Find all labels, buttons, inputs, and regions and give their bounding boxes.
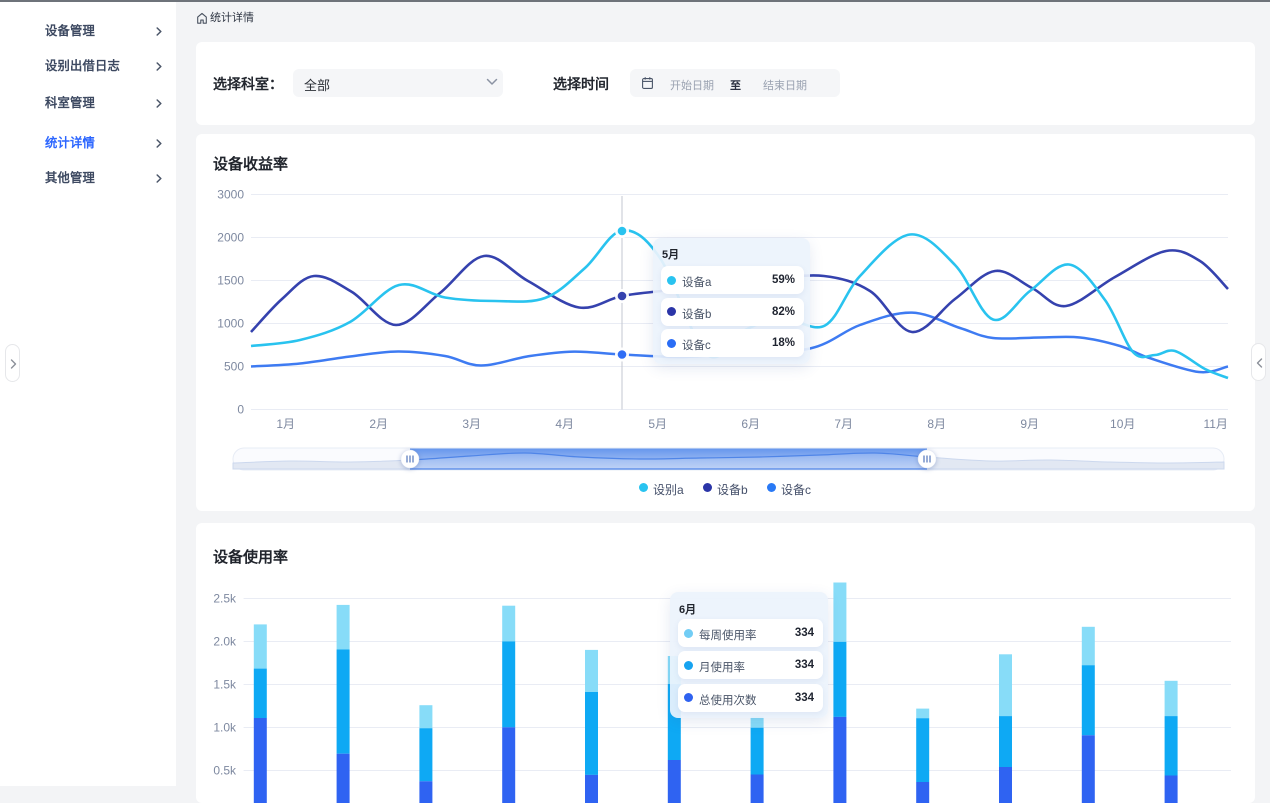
svg-text:2.5k: 2.5k (213, 592, 237, 606)
svg-text:1月: 1月 (276, 417, 295, 431)
svg-text:4月: 4月 (555, 417, 574, 431)
svg-text:9月: 9月 (1020, 417, 1039, 431)
svg-text:2月: 2月 (369, 417, 388, 431)
svg-text:0.5k: 0.5k (213, 764, 237, 778)
svg-text:3000: 3000 (217, 188, 244, 202)
svg-text:0: 0 (237, 403, 244, 417)
svg-text:3月: 3月 (462, 417, 481, 431)
svg-text:1500: 1500 (217, 274, 244, 288)
svg-text:1000: 1000 (217, 317, 244, 331)
svg-text:8月: 8月 (927, 417, 946, 431)
svg-text:7月: 7月 (834, 417, 853, 431)
svg-text:2000: 2000 (217, 231, 244, 245)
svg-text:10月: 10月 (1110, 417, 1135, 431)
svg-text:6月: 6月 (741, 417, 760, 431)
svg-text:5月: 5月 (648, 417, 667, 431)
svg-text:11月: 11月 (1203, 417, 1227, 431)
svg-text:1.5k: 1.5k (213, 678, 237, 692)
svg-text:2.0k: 2.0k (213, 635, 237, 649)
svg-text:1.0k: 1.0k (213, 721, 237, 735)
svg-text:500: 500 (224, 360, 244, 374)
